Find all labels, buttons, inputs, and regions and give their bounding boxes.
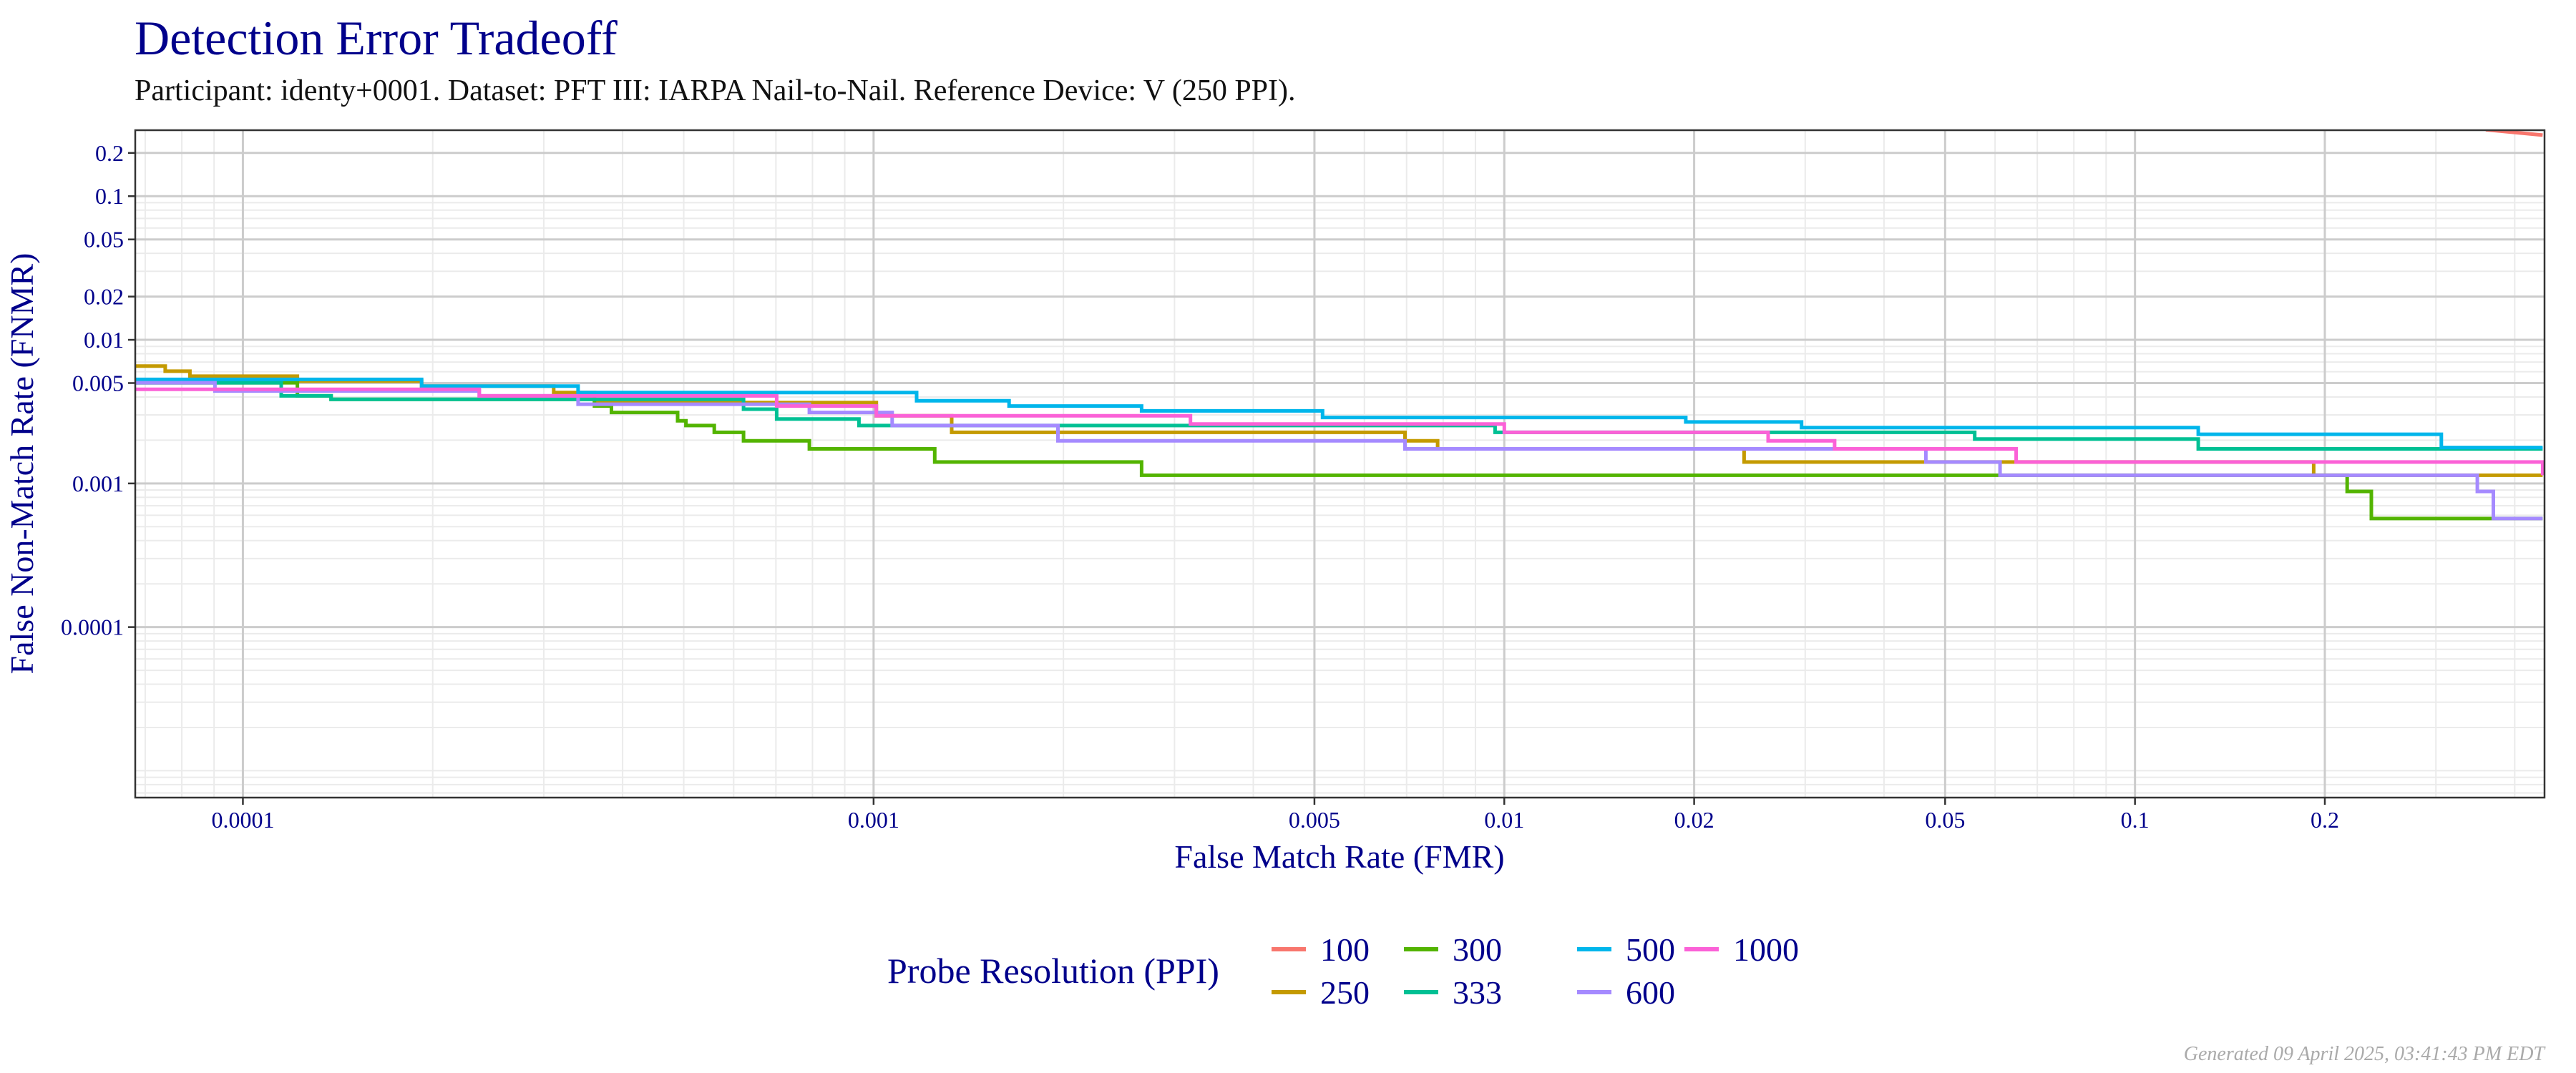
legend-label: 333 [1453,974,1502,1011]
x-tick-label: 0.1 [2121,807,2150,833]
x-axis: 0.0001 0.001 0.005 0.01 0.02 0.05 0.1 0.2 [211,798,2339,833]
legend-label: 100 [1320,931,1370,968]
y-tick-label: 0.2 [95,140,124,166]
legend-label: 250 [1320,974,1370,1011]
y-tick-label: 0.001 [72,471,124,496]
y-tick-label: 0.01 [84,327,124,353]
panel-border [134,129,2546,799]
series-line-333 [135,381,2543,451]
y-axis-label: False Non-Match Rate (FNMR) [4,253,40,675]
y-tick-label: 0.1 [95,183,124,209]
x-tick-label: 0.001 [848,807,899,833]
x-tick-label: 0.005 [1289,807,1340,833]
series-line-500 [135,377,2543,450]
series-line-1000 [135,387,2545,476]
y-tick-label: 0.05 [84,227,124,253]
legend-label: 1000 [1733,931,1799,968]
x-axis-label: False Match Rate (FMR) [1174,838,1504,875]
series-layer [135,130,2545,521]
y-tick-label: 0.005 [72,370,124,396]
legend: Probe Resolution (PPI) 100 250 300 333 500 60… [887,931,1799,1011]
plot-panel [135,130,2545,798]
legend-label: 300 [1453,931,1502,968]
y-tick-label: 0.02 [84,284,124,310]
chart-title: Detection Error Tradeoff [135,11,618,65]
chart-subtitle: Participant: identy+0001. Dataset: PFT I… [135,74,1296,107]
generated-footer: Generated 09 April 2025, 03:41:43 PM EDT [2184,1043,2547,1065]
y-axis: 0.2 0.1 0.05 0.02 0.01 0.005 0.001 0.0001 [61,140,135,640]
legend-title: Probe Resolution (PPI) [887,951,1219,991]
x-tick-label: 0.0001 [211,807,274,833]
x-tick-label: 0.2 [2311,807,2339,833]
y-tick-label: 0.0001 [61,614,124,640]
major-grid [135,130,2545,798]
x-tick-label: 0.01 [1484,807,1524,833]
x-tick-label: 0.02 [1674,807,1714,833]
legend-label: 500 [1626,931,1675,968]
legend-label: 600 [1626,974,1675,1011]
x-tick-label: 0.05 [1925,807,1965,833]
